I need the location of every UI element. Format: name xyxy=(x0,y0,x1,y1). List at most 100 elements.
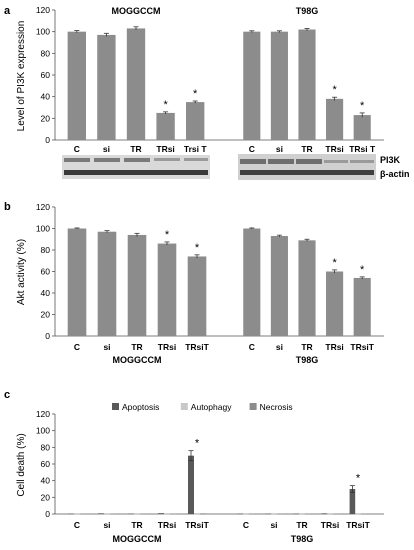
bar-apoptosis xyxy=(349,489,356,514)
bar xyxy=(126,28,146,141)
category-label: TRsiT xyxy=(185,342,209,352)
bar-autophagy xyxy=(74,513,80,515)
category-label: TR xyxy=(301,342,312,352)
category-label: C xyxy=(243,520,249,530)
bar xyxy=(353,115,371,140)
bar xyxy=(157,243,177,336)
significance-star: * xyxy=(195,438,200,450)
chart-c: 0 20 40 60 80 100 120 Apoptosis Autophagy Necrosi… xyxy=(36,402,384,544)
category-label: TRsi T xyxy=(349,144,376,154)
category-label: TRsi xyxy=(158,342,176,352)
bar-necrosis xyxy=(248,513,255,515)
category-label: TR xyxy=(131,342,142,352)
y-tick-label: 60 xyxy=(41,70,51,80)
category-label: TRsi xyxy=(156,144,174,154)
bar xyxy=(298,240,316,336)
bar xyxy=(97,34,116,140)
y-tick-label: 20 xyxy=(41,492,51,502)
category-label: TRsiT xyxy=(346,520,370,530)
panel-label-c: c xyxy=(4,389,10,401)
group-label: MOGGCCM xyxy=(112,6,161,16)
bar-necrosis xyxy=(140,513,146,515)
category-label: C xyxy=(74,144,80,154)
bar xyxy=(326,271,344,336)
bar xyxy=(270,31,288,141)
y-tick-label: 80 xyxy=(41,48,51,58)
significance-star: * xyxy=(163,99,168,111)
bar-autophagy xyxy=(327,513,333,515)
legend-label-autophagy: Autophagy xyxy=(191,402,232,412)
bar-apoptosis xyxy=(98,513,104,514)
bar-apoptosis xyxy=(237,513,244,515)
bar-apoptosis xyxy=(68,513,74,515)
ylabel-a: Level of PI3K expression xyxy=(16,21,27,132)
group-label: T98G xyxy=(296,6,319,16)
bar xyxy=(298,29,316,140)
legend-swatch-apoptosis xyxy=(112,403,119,410)
bar-necrosis xyxy=(304,513,311,515)
bar xyxy=(97,231,117,336)
y-tick-label: 20 xyxy=(41,113,51,123)
y-tick-label: 0 xyxy=(45,135,50,145)
y-tick-label: 40 xyxy=(41,288,51,298)
western-blot-t98g xyxy=(238,154,376,180)
significance-star: * xyxy=(356,473,361,485)
bar-necrosis xyxy=(276,513,283,515)
category-label: Trsi T xyxy=(184,144,207,154)
category-label: C xyxy=(249,144,255,154)
panel-label-b: b xyxy=(4,201,11,213)
category-label: TR xyxy=(296,520,307,530)
category-label: si xyxy=(103,144,110,154)
bar xyxy=(67,228,87,336)
bar xyxy=(353,277,371,336)
category-label: TRsi xyxy=(325,342,343,352)
bar-apoptosis xyxy=(158,513,164,514)
significance-star: * xyxy=(195,242,200,254)
ylabel-c: Cell death (%) xyxy=(16,433,27,496)
category-label: TR xyxy=(131,520,142,530)
western-blot-moggccm xyxy=(62,155,210,179)
category-label: TRsiT xyxy=(185,520,209,530)
bar-apoptosis xyxy=(265,513,272,515)
y-tick-label: 120 xyxy=(36,202,50,212)
bar-autophagy xyxy=(134,513,140,515)
significance-star: * xyxy=(360,264,365,276)
legend-label-apoptosis: Apoptosis xyxy=(122,402,159,412)
y-tick-label: 120 xyxy=(36,409,50,419)
category-label: TRsi xyxy=(325,144,343,154)
group-label: T98G xyxy=(291,534,314,544)
ylabel-b: Akt activity (%) xyxy=(16,239,27,305)
category-label: TRsiT xyxy=(350,342,374,352)
significance-star: * xyxy=(332,257,337,269)
bar xyxy=(127,234,147,336)
y-tick-label: 80 xyxy=(41,245,51,255)
bar xyxy=(186,102,205,140)
category-label: si xyxy=(276,144,283,154)
bar-necrosis xyxy=(170,513,176,515)
y-tick-label: 100 xyxy=(36,426,50,436)
bar-autophagy xyxy=(104,513,110,515)
legend-label-necrosis: Necrosis xyxy=(260,402,293,412)
legend-swatch-necrosis xyxy=(249,403,257,410)
y-tick-label: 60 xyxy=(41,459,51,469)
significance-star: * xyxy=(332,84,337,96)
bar xyxy=(156,112,175,140)
bar xyxy=(243,228,261,336)
group-label: MOGGCCM xyxy=(113,355,162,365)
category-label: TR xyxy=(301,144,312,154)
legend-swatch-autophagy xyxy=(180,403,188,410)
category-label: TR xyxy=(130,144,141,154)
category-label: si xyxy=(276,342,283,352)
y-tick-label: 0 xyxy=(45,509,50,519)
bar xyxy=(67,31,86,141)
bar-apoptosis xyxy=(128,513,134,515)
group-label: T98G xyxy=(296,355,319,365)
bar xyxy=(187,256,207,336)
bar-necrosis xyxy=(80,513,86,515)
blot-label-pi3k: PI3K xyxy=(380,155,401,165)
significance-star: * xyxy=(165,229,170,241)
category-label: si xyxy=(103,342,110,352)
bar xyxy=(243,31,261,141)
